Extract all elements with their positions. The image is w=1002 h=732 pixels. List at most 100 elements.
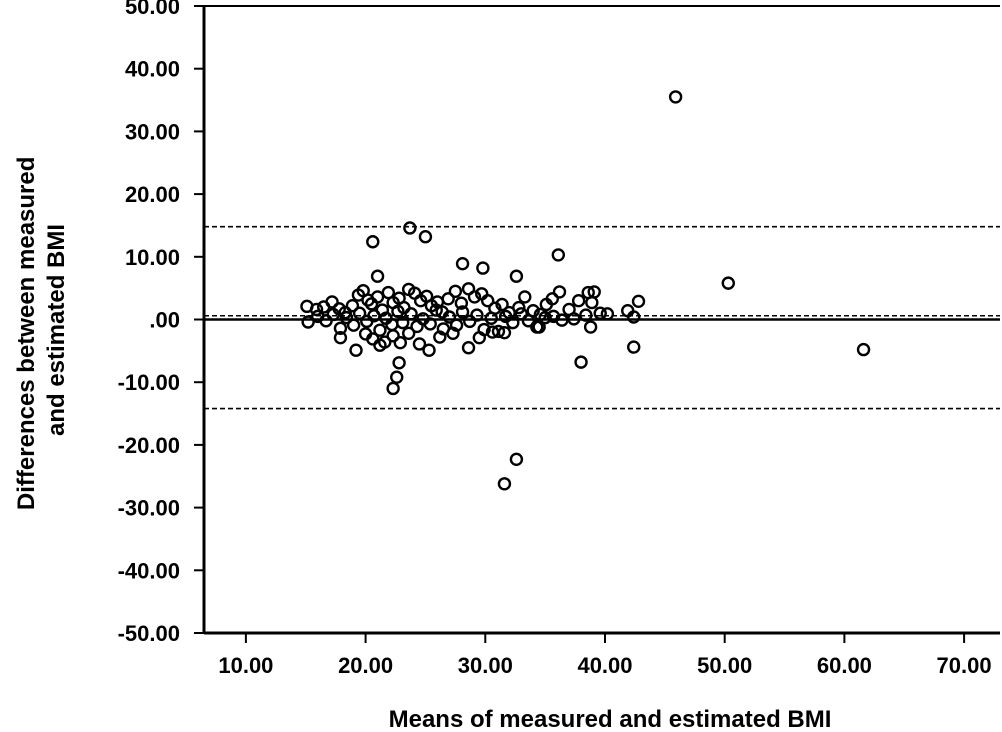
data-point (442, 310, 457, 324)
x-tick-label: 40.00 (577, 653, 632, 678)
data-point (404, 307, 418, 321)
y-tick-label: 40.00 (125, 57, 180, 82)
data-point (370, 290, 385, 304)
data-point (491, 324, 506, 339)
data-point (429, 303, 443, 317)
data-point (856, 342, 871, 357)
y-tick-label: -20.00 (118, 433, 180, 458)
data-point (521, 314, 536, 328)
data-point (583, 320, 598, 334)
data-points (300, 90, 871, 491)
data-point (476, 261, 490, 275)
data-point (551, 248, 566, 262)
data-point (480, 293, 495, 308)
data-point (585, 295, 599, 310)
data-point (346, 318, 361, 332)
data-point (333, 330, 348, 345)
x-tick-label: 50.00 (697, 653, 752, 678)
data-point (390, 370, 404, 384)
y-tick-label: .00 (149, 308, 180, 333)
y-axis-label: Differences between measured and estimat… (13, 150, 70, 510)
y-tick-label: 30.00 (125, 119, 180, 144)
data-point (509, 452, 524, 467)
data-point (470, 308, 484, 322)
data-point (345, 299, 360, 313)
data-point (512, 300, 526, 315)
data-point (552, 285, 567, 299)
y-tick-label: -30.00 (118, 496, 180, 521)
data-point (309, 302, 324, 317)
data-point (579, 308, 593, 322)
data-point (532, 320, 546, 334)
x-tick-label: 70.00 (937, 653, 992, 678)
data-point (484, 311, 498, 325)
data-point (326, 307, 340, 322)
data-point (518, 290, 532, 304)
x-tick-label: 10.00 (218, 653, 273, 678)
data-point (571, 293, 586, 308)
y-axis-label-line-2: and estimated BMI (43, 224, 70, 436)
data-point (391, 304, 405, 319)
data-point (467, 290, 482, 304)
data-point (593, 306, 607, 320)
y-axis-label-line-1: Differences between measured (13, 157, 40, 510)
data-point (433, 330, 447, 344)
data-point (455, 256, 470, 271)
data-point (403, 221, 417, 235)
data-point (497, 325, 512, 340)
data-point (506, 315, 520, 330)
data-point (386, 329, 400, 343)
x-tick-label: 20.00 (338, 653, 393, 678)
data-point (373, 323, 387, 337)
data-point (352, 306, 367, 320)
data-point (574, 355, 588, 369)
data-point (412, 337, 427, 351)
data-point (545, 292, 560, 306)
data-point (509, 269, 524, 283)
data-point (339, 310, 354, 325)
data-point (668, 90, 683, 104)
data-point (472, 330, 487, 345)
x-axis-ticks: 10.00 20.00 30.00 40.00 50.00 60.00 70.00 (218, 633, 992, 678)
data-point (627, 310, 641, 324)
data-point (448, 284, 463, 298)
data-point (367, 309, 381, 323)
y-axis-ticks: 50.00 40.00 30.00 20.00 10.00 .00 -10.00 -20.00… (118, 0, 204, 646)
data-point (538, 310, 552, 325)
data-point (567, 312, 581, 326)
data-point (378, 335, 392, 349)
y-tick-label: -40.00 (118, 558, 180, 583)
data-point (401, 326, 416, 340)
data-point (333, 321, 348, 335)
data-point (441, 292, 455, 306)
data-point (627, 340, 641, 354)
data-point (366, 235, 380, 249)
data-point (721, 276, 735, 290)
x-tick-label: 30.00 (458, 653, 513, 678)
data-point (454, 296, 469, 310)
x-tick-label: 60.00 (817, 653, 872, 678)
data-point (495, 297, 509, 312)
data-point (418, 230, 433, 244)
data-point (396, 315, 410, 330)
data-point (325, 295, 339, 309)
data-point (631, 294, 646, 309)
y-tick-label: 20.00 (125, 182, 180, 207)
y-tick-label: 10.00 (125, 245, 180, 270)
data-point (514, 307, 528, 321)
y-tick-label: -50.00 (118, 621, 180, 646)
data-point (423, 317, 437, 331)
y-tick-label: 50.00 (125, 0, 180, 19)
data-point (301, 315, 315, 329)
data-point (463, 314, 477, 329)
data-point (392, 356, 406, 370)
data-point (446, 326, 460, 340)
data-point (349, 343, 363, 357)
data-point (393, 335, 408, 350)
data-point (497, 477, 512, 491)
x-axis-label: Means of measured and estimated BMI (389, 706, 832, 732)
data-point (422, 343, 436, 357)
data-point (600, 307, 615, 321)
data-point (455, 305, 470, 319)
